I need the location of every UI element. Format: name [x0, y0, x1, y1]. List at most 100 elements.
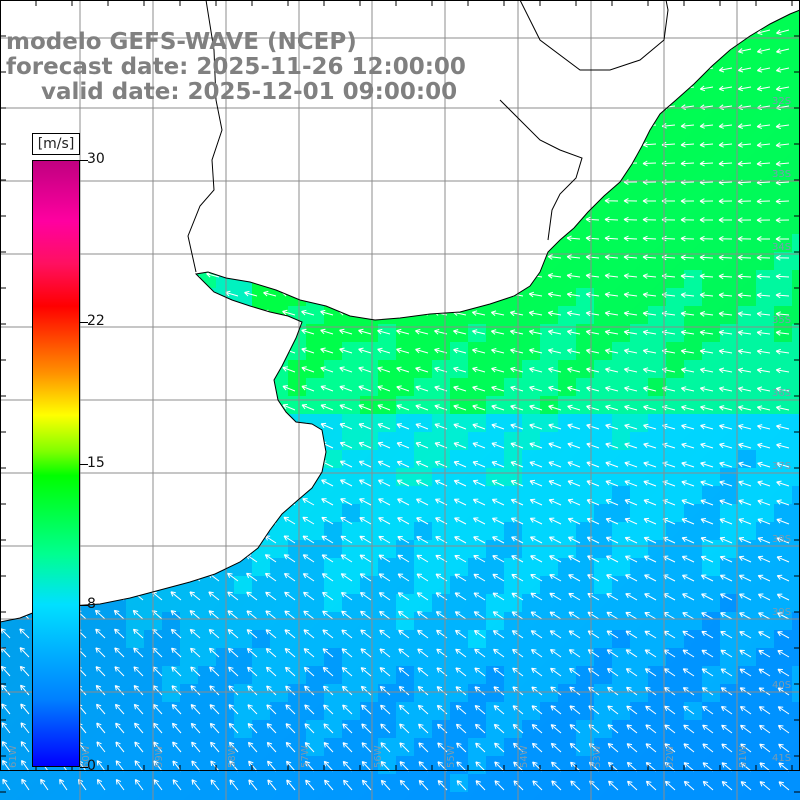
wind-arrow — [680, 386, 695, 392]
wind-arrow — [606, 649, 619, 658]
wind-arrow — [205, 215, 220, 222]
wind-arrow — [323, 760, 334, 772]
wind-arrow — [228, 722, 239, 734]
wind-arrow — [243, 121, 258, 128]
wind-arrow — [16, 346, 30, 354]
wind-arrow — [681, 423, 695, 430]
wind-arrow — [301, 347, 315, 354]
wind-arrow — [0, 403, 11, 411]
wind-arrow — [395, 197, 410, 203]
wind-arrow — [699, 367, 714, 374]
wind-arrow — [189, 628, 201, 639]
wind-arrow — [341, 667, 353, 677]
wind-arrow — [96, 760, 106, 772]
wind-arrow — [338, 272, 353, 278]
wind-arrow — [529, 498, 543, 506]
wind-arrow — [18, 515, 30, 525]
wind-arrow — [359, 498, 372, 506]
wind-arrow — [92, 328, 106, 335]
wind-arrow — [680, 160, 695, 167]
wind-arrow — [149, 422, 163, 430]
wind-arrow — [206, 403, 220, 411]
wind-arrow — [342, 723, 353, 734]
wind-arrow — [490, 197, 505, 204]
wind-arrow — [397, 517, 410, 525]
wind-arrow — [186, 234, 201, 240]
wind-arrow — [301, 460, 315, 468]
wind-arrow — [510, 385, 524, 392]
wind-arrow — [472, 479, 486, 487]
wind-arrow — [150, 441, 163, 449]
wind-arrow — [282, 366, 296, 373]
wind-arrow — [756, 330, 771, 336]
wind-arrow — [453, 460, 467, 468]
wind-arrow — [739, 668, 752, 677]
wind-arrow — [380, 761, 391, 772]
wind-arrow — [131, 422, 144, 430]
latitude-labels: 32S 33S 34S 35S 36S 37S 38S 39S 40S 41S — [772, 96, 791, 764]
wind-arrow — [550, 705, 562, 715]
wind-arrow — [324, 779, 334, 791]
wind-arrow — [455, 648, 467, 658]
wind-arrow — [224, 215, 239, 222]
wind-arrow — [319, 140, 334, 147]
wind-arrow — [549, 592, 562, 601]
wind-arrow — [509, 329, 524, 335]
wind-arrow — [186, 196, 201, 203]
wind-arrow — [399, 761, 410, 772]
wind-arrow — [471, 235, 486, 241]
wind-arrow — [775, 405, 790, 411]
wind-arrow — [228, 741, 239, 753]
wind-arrow — [624, 386, 638, 392]
wind-arrow — [358, 441, 372, 449]
wind-arrow — [718, 311, 733, 317]
wind-arrow — [170, 628, 182, 639]
wind-arrow — [224, 121, 239, 128]
wind-arrow — [643, 499, 657, 506]
wind-arrow — [718, 160, 733, 167]
wind-arrow — [93, 516, 106, 525]
wind-arrow — [282, 460, 296, 468]
wind-arrow — [94, 553, 106, 563]
wind-arrow — [130, 384, 144, 392]
wind-arrow — [207, 553, 220, 563]
wind-arrow — [169, 460, 182, 468]
wind-arrow — [737, 273, 752, 280]
wind-arrow — [376, 253, 391, 260]
wind-arrow — [379, 629, 391, 639]
wind-arrow — [530, 611, 543, 620]
wind-arrow — [548, 517, 562, 525]
wind-arrow — [585, 179, 599, 185]
wind-arrow — [265, 648, 277, 658]
wind-arrow — [113, 572, 125, 582]
wind-arrow — [699, 292, 714, 298]
wind-arrow — [246, 629, 258, 639]
wind-arrow — [267, 760, 277, 772]
wind-arrow — [358, 460, 372, 468]
wind-arrow — [757, 424, 771, 430]
wind-arrow — [700, 499, 714, 506]
wind-arrow — [245, 479, 258, 487]
wind-arrow — [528, 310, 543, 317]
wind-arrow — [358, 347, 372, 354]
wind-arrow — [111, 403, 125, 411]
wind-arrow — [701, 612, 714, 620]
wind-arrow — [585, 310, 600, 317]
wind-arrow — [490, 178, 505, 185]
wind-arrow — [398, 667, 410, 677]
wind-arrow — [395, 140, 410, 147]
wind-arrow — [361, 761, 372, 772]
wind-arrow — [568, 592, 581, 601]
wind-arrow — [167, 159, 182, 165]
wind-arrow — [244, 385, 258, 392]
wind-arrow — [585, 28, 600, 35]
wind-arrow — [700, 480, 714, 487]
wind-arrow — [357, 291, 372, 297]
wind-arrow — [699, 160, 714, 167]
wind-arrow — [377, 328, 391, 335]
wind-arrow — [96, 703, 106, 715]
wind-arrow — [0, 309, 11, 316]
wind-arrow — [474, 648, 486, 658]
wind-arrow — [304, 760, 315, 772]
